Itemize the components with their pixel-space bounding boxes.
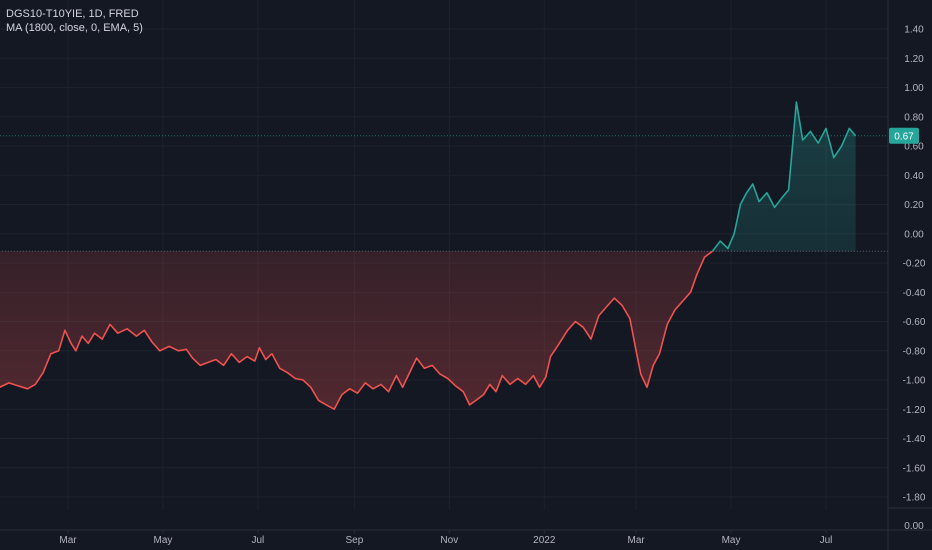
price-tick-label: -0.40: [903, 288, 926, 299]
last-value-badge: 0.67: [889, 127, 919, 144]
bottom-pane: 0.00: [904, 521, 924, 532]
time-tick-label: Mar: [59, 535, 77, 546]
time-tick-label: Sep: [345, 535, 363, 546]
last-value-badge-bg: [889, 127, 919, 144]
bottom-pane-tick-label: 0.00: [904, 521, 924, 532]
price-tick-label: 1.40: [904, 25, 924, 36]
time-tick-label: Nov: [440, 535, 458, 546]
time-tick-label: Mar: [627, 535, 645, 546]
price-tick-label: -1.00: [903, 376, 926, 387]
price-tick-label: -1.80: [903, 493, 926, 504]
price-tick-label: 0.60: [904, 142, 924, 153]
price-tick-label: -0.60: [903, 317, 926, 328]
price-tick-label: -1.60: [903, 463, 926, 474]
indicator-title[interactable]: MA (1800, close, 0, EMA, 5): [6, 22, 143, 34]
price-tick-label: 0.40: [904, 171, 924, 182]
price-tick-label: -1.40: [903, 434, 926, 445]
series-line-above: [711, 101, 857, 252]
price-tick-label: -0.80: [903, 346, 926, 357]
area-fill-above: [0, 102, 856, 252]
time-tick-label: May: [722, 535, 741, 546]
price-tick-label: 0.00: [904, 229, 924, 240]
price-tick-label: 0.20: [904, 200, 924, 211]
price-tick-label: 1.00: [904, 83, 924, 94]
time-tick-label: Jul: [820, 535, 833, 546]
time-tick-label: May: [153, 535, 172, 546]
symbol-title[interactable]: DGS10-T10YIE, 1D, FRED: [6, 8, 139, 20]
time-tick-label: 2022: [533, 535, 556, 546]
area-fill-below: [0, 251, 713, 410]
price-axis[interactable]: 1.40 1.20 1.00 0.80 0.60 0.40 0.20 0.00 -0.20 -0.…: [903, 25, 926, 504]
time-tick-label: Jul: [251, 535, 264, 546]
last-value-label: 0.67: [894, 131, 914, 142]
price-tick-label: 1.20: [904, 54, 924, 65]
time-axis[interactable]: Mar May Jul Sep Nov 2022 Mar May Jul: [59, 530, 832, 546]
series-line-below: [0, 251, 714, 410]
price-tick-label: 0.80: [904, 112, 924, 123]
price-tick-label: -1.20: [903, 405, 926, 416]
series-line: [0, 101, 857, 410]
chart-legend[interactable]: DGS10-T10YIE, 1D, FRED MA (1800, close, …: [6, 7, 143, 35]
price-tick-label: -0.20: [903, 259, 926, 270]
area-fill: [0, 102, 856, 410]
